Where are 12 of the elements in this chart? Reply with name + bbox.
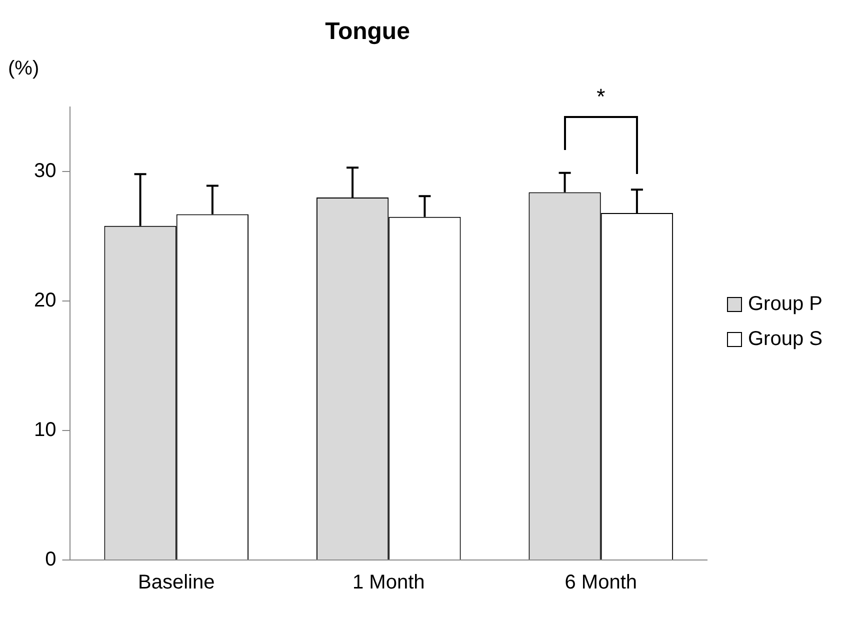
- x-tick-label: 1 Month: [352, 572, 425, 594]
- x-tick-label: 6 Month: [564, 572, 638, 594]
- y-tick-label: 10: [34, 419, 56, 442]
- y-tick-label: 20: [34, 290, 56, 312]
- annotation: *: [596, 84, 606, 110]
- chart-title: Tongue: [325, 18, 410, 46]
- text: Group S: [748, 328, 822, 352]
- y-tick-label: 0: [45, 548, 56, 571]
- y-tick-label: 30: [34, 160, 56, 182]
- legend-label: Group P: [748, 293, 822, 316]
- x-tick-label: Baseline: [138, 572, 215, 594]
- y-axis-title: (%): [8, 57, 40, 80]
